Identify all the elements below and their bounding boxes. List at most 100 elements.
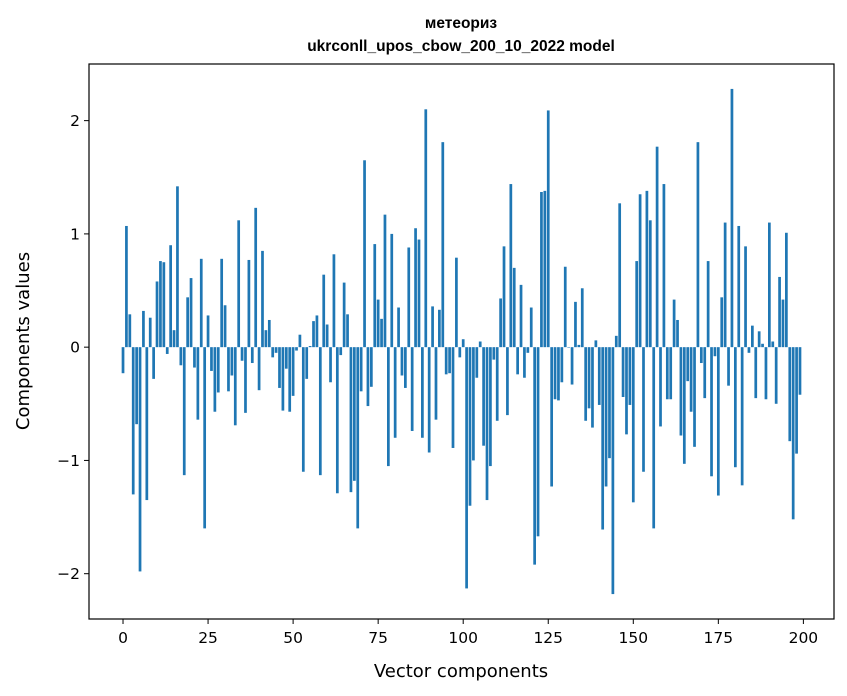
bar-147 (621, 347, 625, 397)
bar-15 (172, 330, 176, 348)
bar-134 (577, 344, 581, 348)
bar-36 (244, 347, 247, 413)
bar-187 (757, 331, 761, 348)
bar-131 (567, 347, 571, 348)
y-tick-label: 1 (70, 225, 80, 243)
bar-39 (254, 207, 258, 348)
bar-52 (298, 334, 302, 348)
bar-58 (318, 347, 322, 476)
bar-6 (142, 310, 145, 348)
bar-77 (383, 214, 387, 348)
bar-150 (631, 347, 635, 503)
bar-35 (240, 347, 244, 361)
bar-3 (131, 347, 135, 495)
bar-69 (356, 347, 360, 529)
bar-12 (162, 262, 166, 348)
bar-5 (138, 347, 142, 572)
bar-66 (346, 314, 349, 348)
bar-24 (203, 347, 207, 529)
x-axis-ticks: 0 25 50 75 100 125 150 175 200 (118, 619, 818, 647)
bar-82 (400, 347, 404, 376)
bar-0 (121, 347, 125, 374)
bar-32 (230, 347, 234, 376)
bar-51 (295, 347, 298, 351)
bar-34 (237, 220, 241, 348)
title-line-1: метеориз (425, 15, 498, 32)
bar-80 (393, 347, 397, 438)
bar-23 (199, 258, 203, 348)
title: метеориз ukrconll_upos_cbow_200_10_2022 … (307, 15, 615, 55)
bar-2 (128, 314, 132, 348)
bar-118 (523, 347, 526, 378)
bar-110 (495, 347, 499, 421)
bar-199 (798, 347, 802, 395)
bar-155 (648, 220, 652, 348)
bar-18 (182, 347, 186, 476)
bar-149 (628, 347, 632, 405)
bar-182 (740, 347, 744, 486)
bar-138 (591, 347, 594, 428)
bar-48 (284, 347, 288, 369)
bar-153 (642, 347, 645, 472)
bar-101 (465, 347, 468, 589)
bar-56 (312, 321, 315, 348)
bar-115 (512, 267, 516, 348)
bar-16 (176, 186, 179, 348)
bar-54 (305, 347, 309, 379)
bar-64 (339, 347, 343, 356)
bars-group (121, 88, 802, 595)
bar-140 (597, 347, 601, 405)
bar-38 (250, 347, 254, 364)
bar-90 (427, 347, 431, 453)
bar-79 (390, 233, 394, 348)
bar-139 (594, 340, 598, 348)
bar-120 (529, 307, 533, 348)
bar-160 (665, 347, 669, 400)
y-tick-label: −2 (57, 565, 80, 583)
bar-193 (778, 276, 781, 348)
bar-157 (655, 146, 659, 348)
bar-119 (526, 347, 530, 353)
bar-123 (540, 191, 543, 348)
bar-125 (546, 110, 550, 348)
bar-62 (332, 254, 336, 348)
bar-30 (223, 305, 227, 348)
bar-114 (509, 184, 513, 348)
bar-104 (475, 347, 479, 378)
bar-97 (451, 347, 455, 448)
bar-189 (764, 347, 768, 400)
bar-78 (387, 347, 390, 467)
bar-19 (186, 297, 190, 348)
bar-173 (710, 347, 713, 477)
bar-17 (179, 347, 183, 366)
bar-72 (366, 347, 370, 407)
bar-171 (703, 347, 707, 399)
bar-43 (267, 319, 271, 348)
bar-29 (220, 258, 224, 348)
bar-13 (165, 347, 169, 354)
bar-63 (335, 347, 339, 494)
bar-136 (584, 347, 588, 421)
bar-137 (587, 347, 591, 409)
y-tick-label: −1 (57, 452, 80, 470)
bar-68 (352, 347, 356, 481)
bar-8 (148, 317, 152, 348)
bar-87 (417, 239, 421, 348)
bar-31 (227, 347, 230, 392)
bar-179 (730, 88, 734, 348)
bar-85 (410, 347, 414, 431)
bar-95 (444, 347, 448, 375)
bar-88 (421, 347, 424, 438)
bar-180 (733, 347, 737, 468)
bar-46 (278, 347, 281, 388)
bar-165 (682, 347, 686, 464)
bar-145 (614, 335, 618, 348)
bar-190 (768, 222, 771, 348)
bar-163 (676, 319, 679, 348)
bar-100 (461, 339, 465, 348)
y-axis-label: Components values (13, 252, 34, 430)
bar-26 (210, 347, 213, 371)
bar-154 (645, 190, 649, 348)
bar-37 (247, 259, 251, 348)
